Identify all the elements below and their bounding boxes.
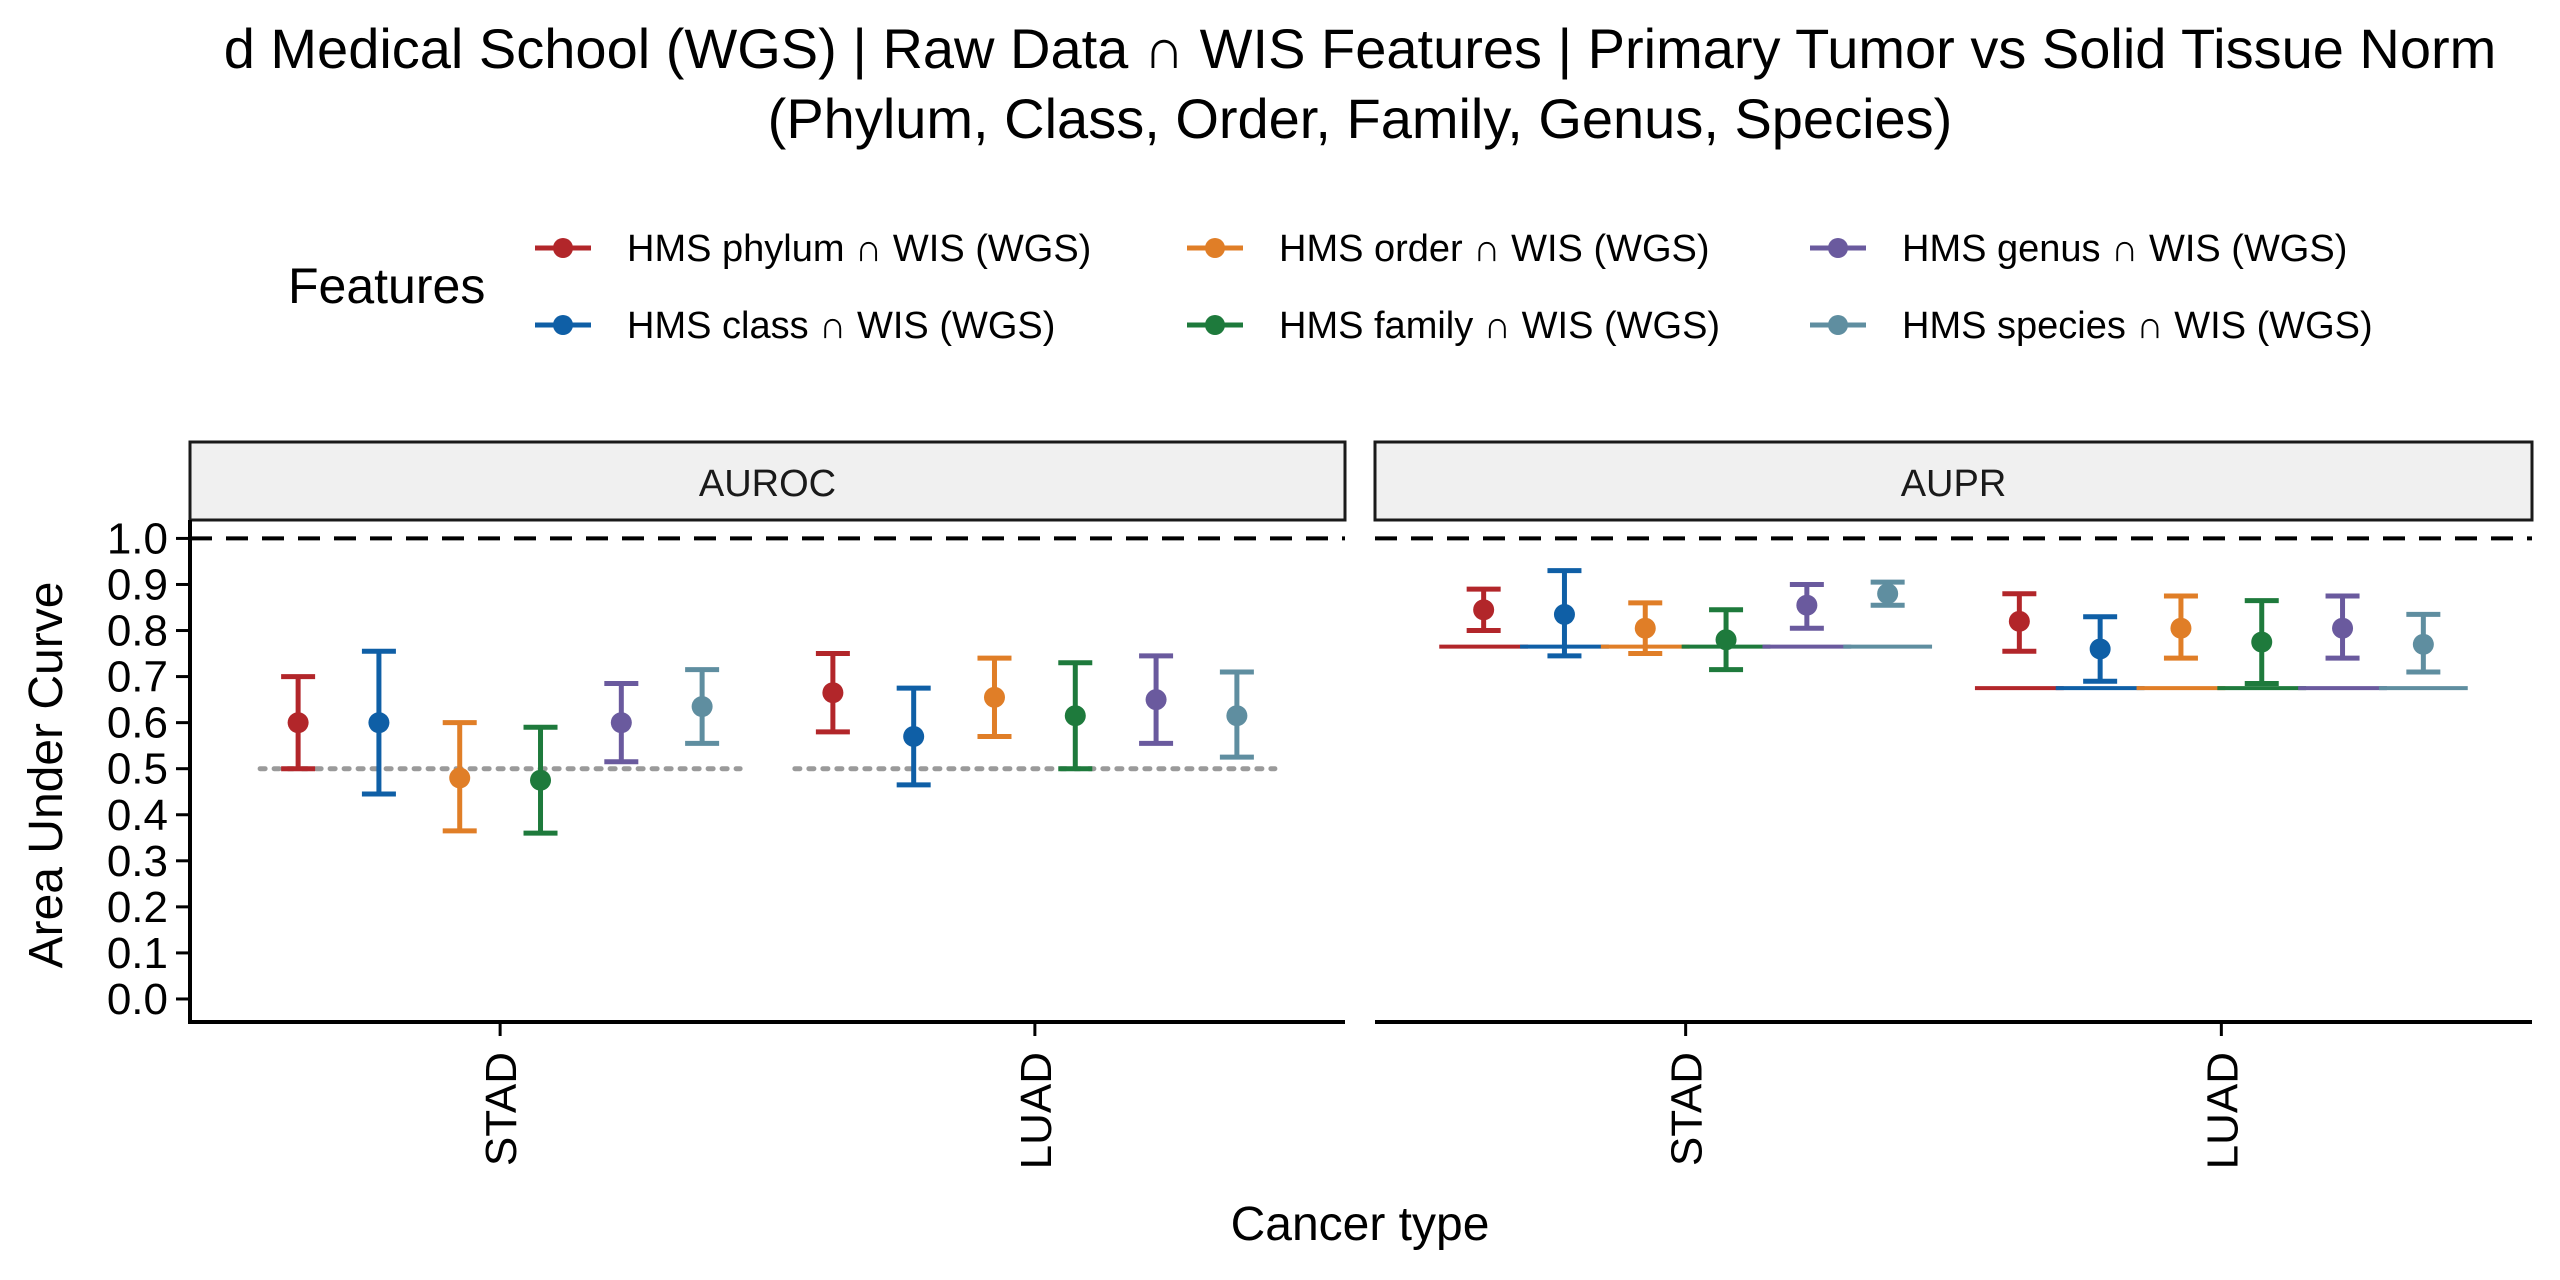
y-tick-label: 0.0 <box>107 975 168 1024</box>
data-point <box>530 769 552 791</box>
panel-strip-label: AUROC <box>699 463 836 505</box>
data-point <box>1064 705 1086 727</box>
y-tick-label: 0.3 <box>107 837 168 886</box>
panel-strip <box>1373 440 2534 522</box>
legend-label: HMS order ∩ WIS (WGS) <box>1279 228 1710 270</box>
legend-entry: HMS phylum ∩ WIS (WGS) <box>535 228 1091 270</box>
y-tick-label: 0.5 <box>107 745 168 794</box>
y-tick-label: 0.7 <box>107 653 168 702</box>
legend-entry: HMS order ∩ WIS (WGS) <box>1187 228 1710 270</box>
legend-title: Features <box>288 258 485 314</box>
data-point <box>2332 617 2354 639</box>
data-point <box>1877 583 1899 605</box>
data-point <box>1796 594 1818 616</box>
error-bar <box>1219 669 1254 760</box>
data-point <box>1473 599 1495 621</box>
data-point <box>1226 705 1248 727</box>
error-bar <box>1058 660 1093 772</box>
legend-label: HMS species ∩ WIS (WGS) <box>1902 305 2373 347</box>
x-tick-label: LUAD <box>2198 1052 2247 1169</box>
x-tick-label: STAD <box>477 1052 526 1166</box>
error-bar <box>361 648 396 797</box>
legend-label: HMS class ∩ WIS (WGS) <box>627 305 1055 347</box>
data-point <box>1634 617 1656 639</box>
legend-entry: HMS species ∩ WIS (WGS) <box>1810 305 2373 347</box>
error-bar <box>1139 653 1174 746</box>
legend-key-point <box>1205 238 1225 258</box>
legend-key-point <box>553 315 573 335</box>
legend-key-point <box>1828 315 1848 335</box>
error-bar <box>896 685 931 788</box>
y-axis-title: Area Under Curve <box>20 582 73 969</box>
error-bar <box>685 667 720 746</box>
error-bar <box>815 651 850 735</box>
y-tick-label: 0.6 <box>107 699 168 748</box>
panels: AUROC 0.00.10.20.30.40.50.60.70.80.91.0 ST… <box>107 440 2534 1169</box>
error-bar <box>1628 600 1663 657</box>
data-point <box>691 696 713 718</box>
y-tick-label: 0.1 <box>107 929 168 978</box>
data-point <box>1145 689 1167 711</box>
y-tick-label: 1.0 <box>107 514 168 563</box>
error-bar <box>1466 586 1501 634</box>
error-bar <box>2002 591 2037 654</box>
legend-label: HMS family ∩ WIS (WGS) <box>1279 305 1720 347</box>
x-tick-label: LUAD <box>1012 1052 1061 1169</box>
error-bar <box>2325 593 2360 661</box>
error-bar <box>442 720 477 834</box>
chart-title-line2: (Phylum, Class, Order, Family, Genus, Sp… <box>768 87 1953 150</box>
data-point <box>903 725 925 747</box>
legend-label: HMS phylum ∩ WIS (WGS) <box>627 228 1091 270</box>
data-point <box>2008 610 2030 632</box>
error-bar <box>1709 607 1744 673</box>
data-point <box>610 712 632 734</box>
data-point <box>287 712 309 734</box>
data-point <box>1715 629 1737 651</box>
legend-key-point <box>1828 238 1848 258</box>
legend: Features HMS phylum ∩ WIS (WGS) HMS class… <box>288 228 2373 347</box>
error-bar <box>523 724 558 836</box>
data-point <box>2412 633 2434 655</box>
error-bar <box>1870 579 1905 608</box>
error-bar <box>2163 593 2198 661</box>
error-bar <box>604 680 639 765</box>
x-axis-title: Cancer type <box>1231 1198 1490 1251</box>
y-tick-label: 0.9 <box>107 560 168 609</box>
legend-key-point <box>1205 315 1225 335</box>
panel-strip-label: AUPR <box>1901 463 2007 505</box>
data-point <box>983 686 1005 708</box>
data-point <box>368 712 390 734</box>
data-point <box>449 767 471 789</box>
error-bar <box>281 674 316 772</box>
legend-entry: HMS class ∩ WIS (WGS) <box>535 305 1055 347</box>
data-point <box>2089 638 2111 660</box>
error-bar <box>1789 581 1824 631</box>
chart-title-line1: d Medical School (WGS) | Raw Data ∩ WIS … <box>224 17 2497 80</box>
y-tick-label: 0.2 <box>107 883 168 932</box>
y-tick-label: 0.8 <box>107 607 168 656</box>
x-tick-label: STAD <box>1663 1052 1712 1166</box>
y-tick-label: 0.4 <box>107 791 168 840</box>
error-bar <box>2406 611 2441 675</box>
error-bar <box>2244 598 2279 686</box>
legend-entry: HMS genus ∩ WIS (WGS) <box>1810 228 2347 270</box>
error-bar <box>1547 568 1582 659</box>
error-bar <box>2083 614 2118 684</box>
error-bar <box>977 655 1012 739</box>
panel-auroc: AUROC 0.00.10.20.30.40.50.60.70.80.91.0 ST… <box>107 440 1347 1169</box>
panel-strip <box>188 440 1347 522</box>
legend-key-point <box>553 238 573 258</box>
data-point <box>1553 603 1575 625</box>
data-point <box>2170 617 2192 639</box>
legend-label: HMS genus ∩ WIS (WGS) <box>1902 228 2347 270</box>
data-point <box>2251 631 2273 653</box>
data-point <box>822 682 844 704</box>
panel-aupr: AUPR STAD LUAD <box>1373 440 2534 1169</box>
legend-entry: HMS family ∩ WIS (WGS) <box>1187 305 1720 347</box>
